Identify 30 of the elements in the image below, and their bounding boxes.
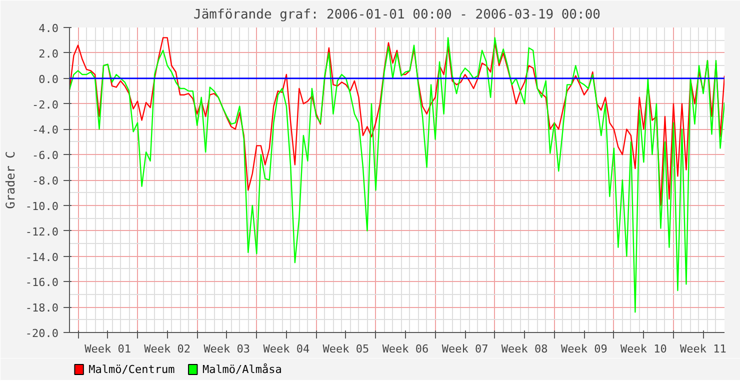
x-tick-label: Week 07 — [442, 342, 488, 356]
x-tick-label: Week 09 — [560, 342, 608, 356]
y-tick-label: -14.0 — [25, 250, 59, 264]
x-tick-label: Week 08 — [501, 342, 548, 356]
y-tick-label: -2.0 — [32, 98, 59, 112]
y-axis-title: Grader C — [3, 151, 18, 209]
y-tick-label: 2.0 — [38, 47, 59, 60]
legend-label: Malmö/Centrum — [88, 363, 176, 376]
x-tick-label: Week 05 — [322, 342, 370, 356]
y-tick-label: -4.0 — [32, 124, 59, 137]
x-tick-label: Week 03 — [204, 342, 250, 356]
y-tick-label: -8.0 — [32, 174, 59, 188]
x-tick-label: Week 11 — [680, 342, 726, 356]
y-tick-label: 0.0 — [38, 72, 59, 86]
chart-title: Jämförande graf: 2006-01-01 00:00 - 2006-03-19 00:00 — [194, 8, 601, 22]
x-tick-label: Week 10 — [620, 342, 667, 356]
x-tick-label: Week 04 — [263, 342, 310, 356]
y-tick-label: 4.0 — [38, 22, 59, 35]
y-tick-label: -18.0 — [25, 302, 59, 315]
y-tick-label: -6.0 — [32, 149, 59, 162]
y-tick-label: -12.0 — [25, 225, 59, 238]
y-tick-label: -20.0 — [25, 327, 59, 340]
x-tick-label: Week 01 — [84, 342, 131, 356]
line-series — [70, 37, 724, 313]
line-series — [70, 37, 724, 206]
x-tick-label: Week 06 — [382, 342, 429, 356]
y-tick-label: -10.0 — [25, 200, 59, 213]
y-tick-label: -16.0 — [25, 276, 59, 290]
x-tick-label: Week 02 — [144, 342, 191, 356]
legend-label: Malmö/Almåsa — [202, 363, 282, 376]
